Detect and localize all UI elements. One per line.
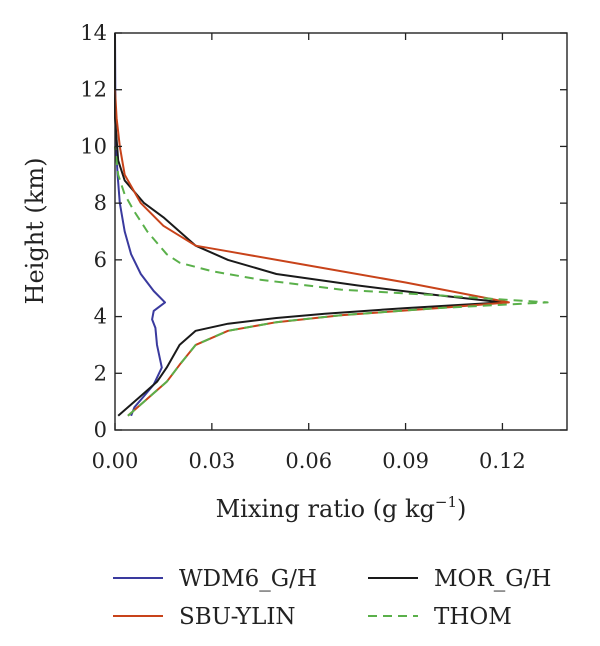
y-tick-label: 4: [94, 305, 107, 329]
legend-label-sbu-ylin: SBU-YLIN: [179, 604, 296, 630]
x-tick-label: 0.09: [382, 449, 429, 473]
y-tick-label: 6: [94, 248, 107, 272]
x-tick-label: 0.03: [188, 449, 235, 473]
y-tick-label: 2: [94, 361, 107, 385]
legend-label-thom: THOM: [434, 604, 512, 630]
legend: WDM6_G/H MOR_G/H SBU-YLIN THOM: [113, 566, 551, 630]
y-tick-label: 0: [94, 418, 107, 442]
x-axis-label: Mixing ratio (g kg−1): [216, 493, 467, 523]
ticks-layer: 0.00 0.03 0.06 0.09 0.12 0 2 4 6 8 10 12 14: [80, 21, 567, 473]
series-line-sbu-ylin: [114, 89, 510, 417]
x-axis-label-close: ): [457, 495, 466, 523]
series-layer: [114, 32, 549, 417]
x-tick-label: 0.12: [479, 449, 526, 473]
y-tick-label: 12: [80, 78, 107, 102]
series-line-thom: [114, 146, 549, 417]
y-axis-label: Height (km): [21, 158, 49, 305]
y-tick-label: 10: [80, 134, 107, 158]
x-axis-label-main: Mixing ratio (g kg: [216, 495, 435, 523]
y-tick-label: 8: [94, 191, 107, 215]
x-axis-label-exponent: −1: [435, 493, 457, 511]
legend-label-wdm6-g-h: WDM6_G/H: [179, 566, 317, 592]
x-tick-label: 0.00: [92, 449, 139, 473]
x-tick-label: 0.06: [285, 449, 332, 473]
plot-frame: [114, 32, 568, 431]
y-tick-label: 14: [80, 21, 107, 45]
legend-label-mor-g-h: MOR_G/H: [434, 566, 551, 592]
